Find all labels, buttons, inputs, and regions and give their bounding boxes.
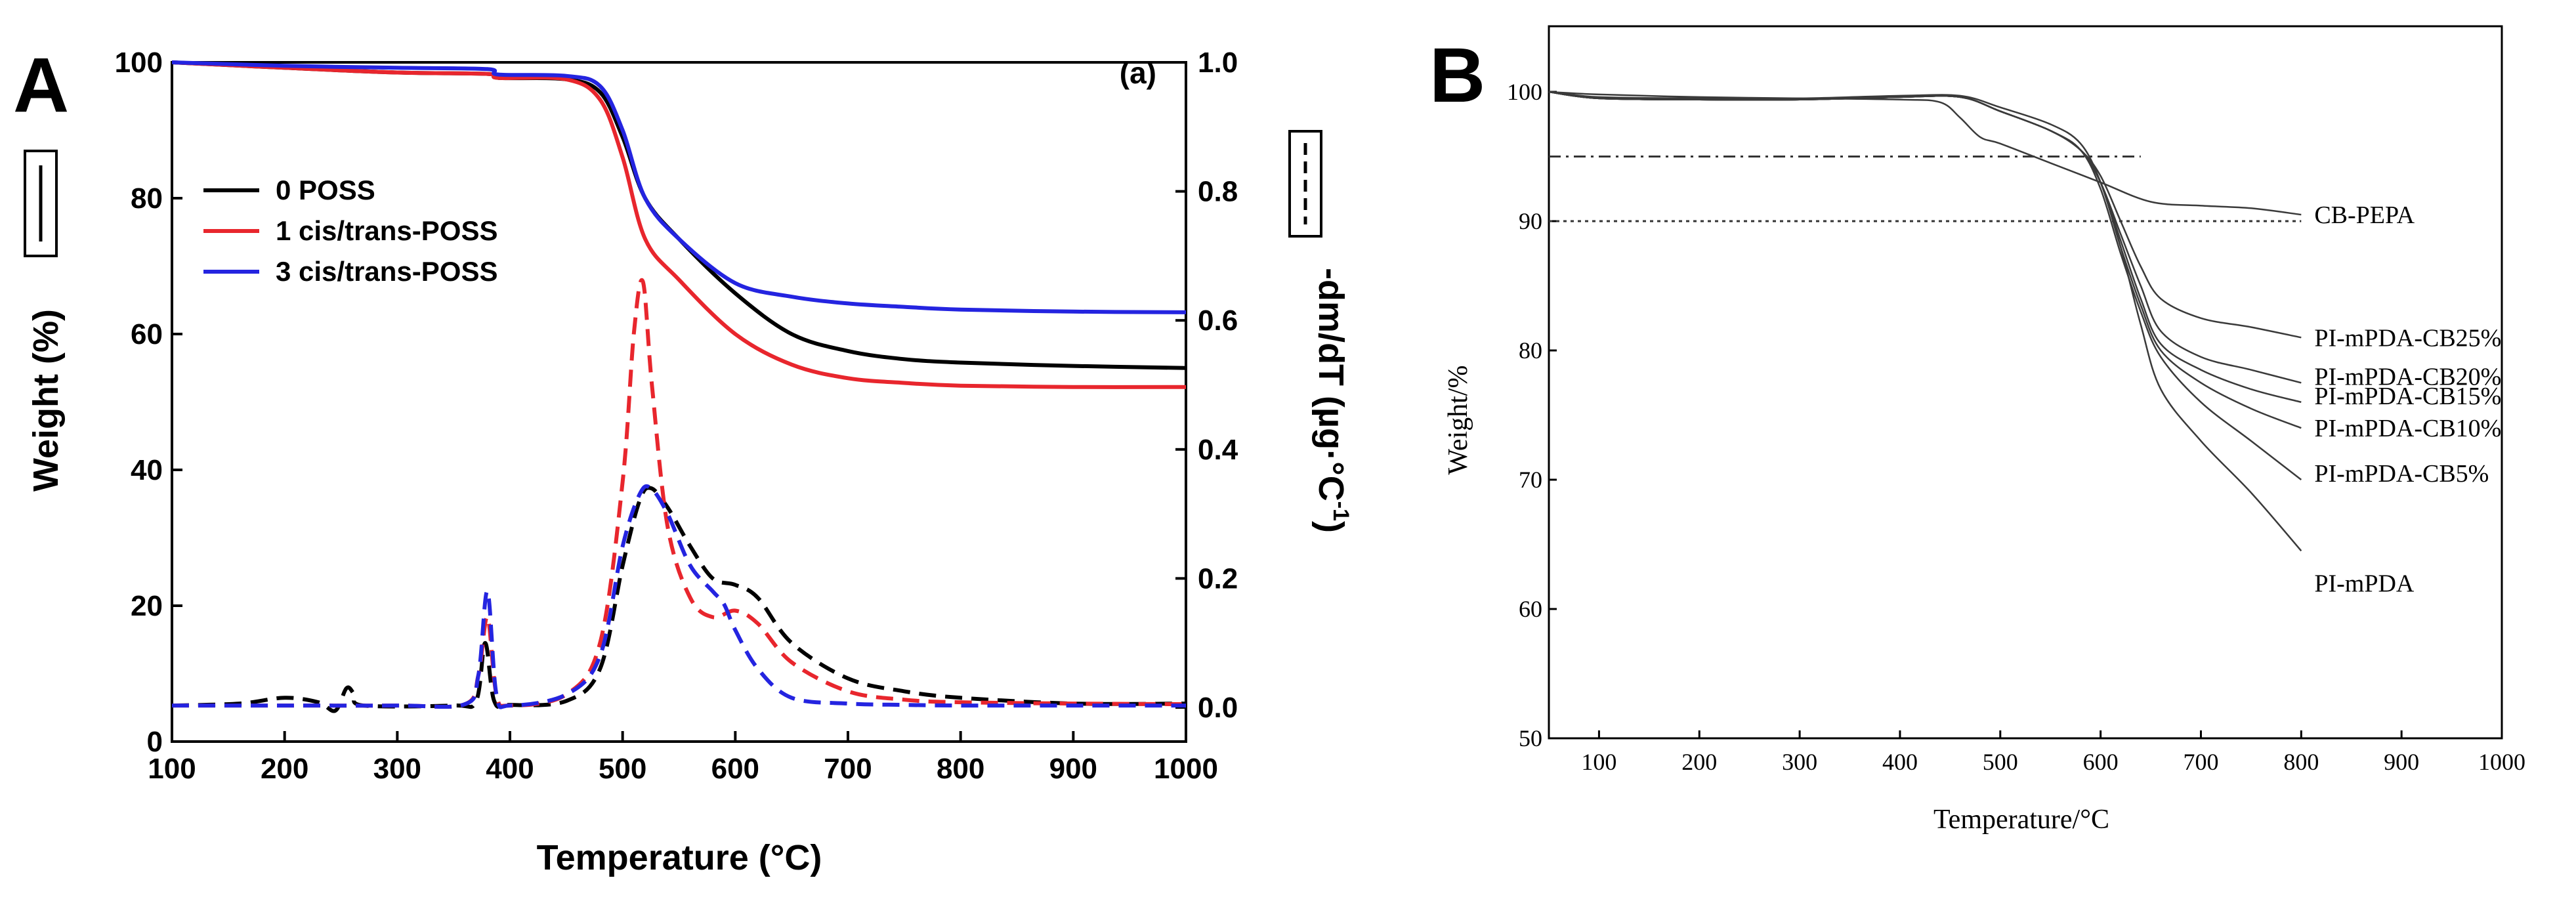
series-line-3-cis-trans-poss-dm-dt — [171, 484, 1186, 709]
panel-a-y-ticks: 0 20 40 60 80 100 — [115, 47, 182, 758]
series-line-pi-mpda-cb20 — [1548, 91, 2302, 384]
series-line-pi-mpda-cb5 — [1548, 91, 2302, 480]
series-line-pi-mpda — [1548, 91, 2302, 552]
panel-b-x-tick-label: 700 — [2183, 749, 2218, 775]
series-line-cb-pepa — [1548, 91, 2302, 216]
series-line-3-cis-trans-poss — [171, 60, 1187, 314]
panel-b-plot-frame — [1548, 25, 2503, 740]
panel-b-x-tick-label: 300 — [1782, 749, 1817, 775]
panel-a-y-tick-label: 60 — [131, 318, 163, 350]
panel-a-x-tick-label: 900 — [1049, 753, 1097, 785]
panel-b-x-tick-label: 200 — [1681, 749, 1717, 775]
panel-a-y2-tick-label: 1.0 — [1198, 47, 1238, 79]
panel-a-y-axis-title-group: Weight (%) — [26, 309, 66, 492]
legend-item-1-cis-trans-poss: 1 cis/trans-POSS — [203, 215, 497, 246]
panel-a-x-tick-label: 200 — [261, 753, 308, 785]
panel-b-y-tick-label: 90 — [1519, 208, 1542, 234]
panel-a-tag: (a) — [1120, 56, 1156, 90]
series-label-pi-mpda: PI-mPDA — [2314, 570, 2415, 598]
panel-a-y-style-indicator — [24, 150, 58, 257]
panel-a-x-tick-label: 700 — [824, 753, 872, 785]
series-line-1-cis-trans-poss-dm-dt — [171, 278, 1187, 709]
panel-b-y-ticks: 50 60 70 80 90 100 — [1507, 79, 1557, 751]
legend-label-3-cis-trans-poss: 3 cis/trans-POSS — [276, 256, 497, 287]
panel-a-x-tick-label: 300 — [373, 753, 421, 785]
panel-a-y2-tick-label: 0.6 — [1198, 304, 1238, 337]
panel-b-letter: B — [1429, 32, 1485, 119]
panel-a-y-axis-title: Weight (%) — [26, 309, 66, 492]
panel-a-legend: 0 POSS 1 cis/trans-POSS 3 cis/trans-POSS — [203, 175, 497, 287]
panel-b-series-labels: CB-PEPAPI-mPDA-CB25%PI-mPDA-CB20%PI-mPDA… — [2314, 201, 2501, 597]
panel-b-y-tick-label: 60 — [1519, 596, 1542, 622]
panel-b-x-ticks: 100 200 300 400 500 600 700 800 900 1000 — [1581, 730, 2525, 775]
panel-b-y-axis-title-group: Weight/% — [1443, 366, 1473, 475]
panel-a-x-tick-label: 400 — [486, 753, 534, 785]
legend-item-3-cis-trans-poss: 3 cis/trans-POSS — [203, 256, 497, 287]
panel-a-y2-axis-title-group: -dm/dT (µg·°C-1) — [1311, 268, 1353, 533]
series-label-pi-mpda-cb5: PI-mPDA-CB5% — [2314, 460, 2489, 488]
panel-b-reference-lines — [1549, 156, 2302, 222]
panel-a-x-tick-label: 600 — [711, 753, 759, 785]
legend-label-0-poss: 0 POSS — [276, 175, 375, 205]
panel-a-y2-tick-label: 0.4 — [1198, 434, 1238, 466]
panel-b-x-tick-label: 1000 — [2478, 749, 2525, 775]
series-line-pi-mpda-cb25 — [1548, 91, 2302, 339]
panel-a-y-tick-label: 100 — [115, 47, 163, 79]
panel-a-x-tick-label: 800 — [937, 753, 984, 785]
series-label-pi-mpda-cb15: PI-mPDA-CB15% — [2314, 383, 2501, 410]
panel-b-y-tick-label: 50 — [1519, 725, 1542, 751]
panel-a-series — [171, 60, 1187, 713]
panel-a-plot-frame — [171, 61, 1187, 743]
series-label-pi-mpda-cb10: PI-mPDA-CB10% — [2314, 415, 2501, 442]
panel-b-x-tick-label: 500 — [1983, 749, 2018, 775]
panel-a-y-tick-label: 40 — [131, 454, 163, 486]
panel-a-x-tick-label: 100 — [148, 753, 196, 785]
panel-a-y2-axis-title: -dm/dT (µg·°C-1) — [1311, 268, 1353, 533]
panel-a-x-ticks: 100 200 300 400 500 600 700 800 900 1000 — [148, 731, 1218, 785]
panel-a-y2-tick-label: 0.0 — [1198, 692, 1238, 724]
panel-a-letter: A — [13, 42, 69, 129]
panel-b-y-axis-title: Weight/% — [1443, 366, 1473, 475]
series-line-pi-mpda-cb15 — [1548, 91, 2302, 404]
series-label-pi-mpda-cb20: PI-mPDA-CB20% — [2314, 363, 2501, 390]
panel-a-y2-tick-label: 0.8 — [1198, 176, 1238, 208]
panel-b: B 100 200 300 400 500 600 700 800 900 1000 50 60 70… — [1429, 25, 2525, 835]
panel-b-x-tick-label: 600 — [2083, 749, 2119, 775]
panel-b-y-tick-label: 70 — [1519, 467, 1542, 493]
series-line-0-poss-dm-dt — [171, 486, 1187, 713]
legend-item-0-poss: 0 POSS — [203, 175, 375, 205]
series-line-1-cis-trans-poss — [171, 60, 1187, 389]
panel-a-y2-style-indicator — [1288, 130, 1322, 238]
panel-b-y-tick-label: 80 — [1519, 337, 1542, 364]
series-label-cb-pepa: CB-PEPA — [2314, 201, 2415, 229]
panel-a-x-axis-title: Temperature (°C) — [537, 838, 822, 877]
panel-b-series — [1548, 91, 2302, 552]
legend-label-1-cis-trans-poss: 1 cis/trans-POSS — [276, 215, 497, 246]
panel-a-y2-tick-label: 0.2 — [1198, 562, 1238, 595]
panel-a-y2-axis-title-main: -dm/dT (µg·°C — [1311, 268, 1351, 501]
panel-a-y-tick-label: 80 — [131, 182, 163, 215]
panel-a-y2-axis-title-sup: -1 — [1328, 501, 1353, 521]
panel-a: A (a) 100 200 300 400 500 600 700 800 900 1000 0 2… — [13, 42, 1353, 877]
panel-b-y-tick-label: 100 — [1507, 79, 1542, 105]
panel-a-y-tick-label: 20 — [131, 590, 163, 622]
panel-b-x-tick-label: 400 — [1882, 749, 1918, 775]
panel-b-x-tick-label: 800 — [2283, 749, 2319, 775]
panel-a-y2-axis-title-close: ) — [1311, 521, 1351, 533]
panel-a-y-tick-label: 0 — [147, 726, 163, 758]
panel-b-x-tick-label: 900 — [2384, 749, 2419, 775]
panel-b-x-axis-title: Temperature/°C — [1933, 805, 2109, 835]
panel-b-x-tick-label: 100 — [1581, 749, 1616, 775]
series-label-pi-mpda-cb25: PI-mPDA-CB25% — [2314, 324, 2501, 352]
panel-a-x-tick-label: 1000 — [1154, 753, 1218, 785]
series-line-pi-mpda-cb10 — [1548, 91, 2302, 429]
panel-a-x-tick-label: 500 — [599, 753, 646, 785]
